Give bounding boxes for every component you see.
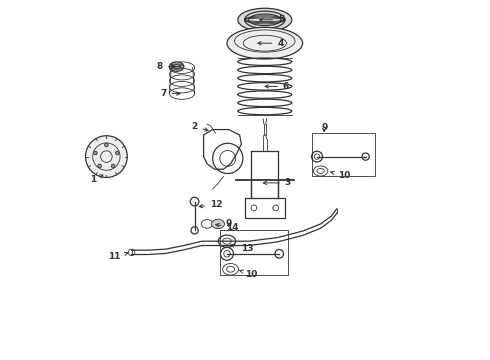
Text: 13: 13 [231,244,253,253]
Circle shape [98,164,101,168]
Text: 9: 9 [321,123,327,132]
Ellipse shape [212,219,224,229]
Text: 10: 10 [240,270,257,279]
Text: 14: 14 [216,223,239,232]
Text: 11: 11 [108,252,128,261]
Circle shape [86,136,127,177]
Text: 12: 12 [199,200,222,209]
Text: 7: 7 [160,89,180,98]
Circle shape [94,151,97,155]
Ellipse shape [238,8,292,31]
Text: 10: 10 [331,171,350,180]
Text: 1: 1 [91,175,103,184]
Ellipse shape [227,27,303,59]
Text: 2: 2 [191,122,208,131]
Circle shape [104,143,108,147]
Circle shape [116,151,119,155]
Text: 6: 6 [265,82,289,91]
Circle shape [111,164,115,168]
Bar [245,198,285,218]
Ellipse shape [170,62,184,71]
Text: 8: 8 [157,62,175,71]
Text: 9: 9 [225,219,232,228]
Text: 5: 5 [260,15,284,24]
Text: 4: 4 [258,39,284,48]
Text: 3: 3 [263,178,291,187]
